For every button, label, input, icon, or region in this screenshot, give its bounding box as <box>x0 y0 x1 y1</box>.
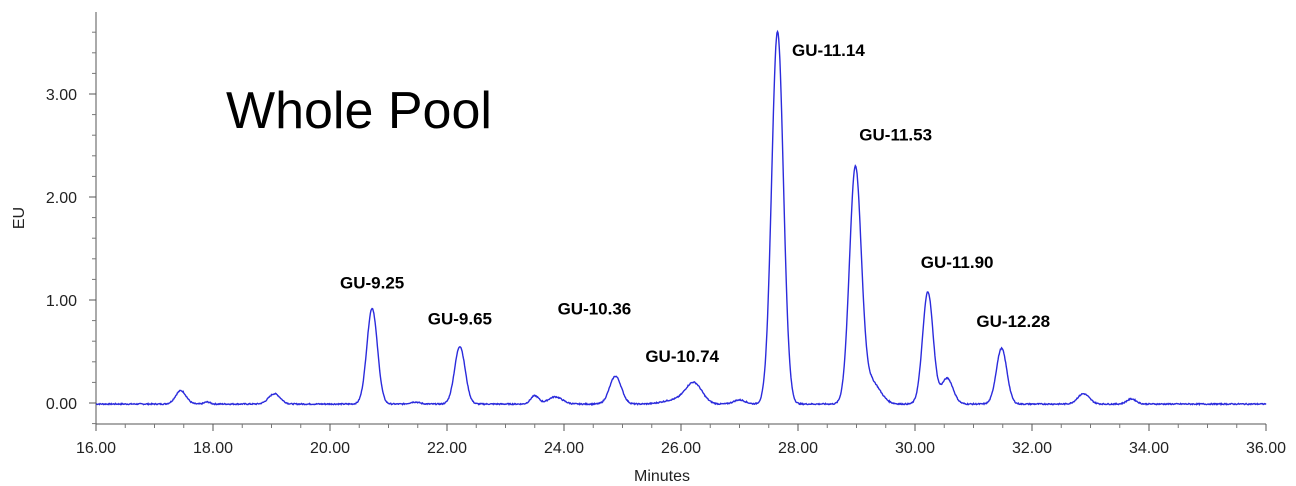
x-tick-label: 26.00 <box>661 440 701 457</box>
y-minor-ticks <box>92 31 96 425</box>
peak-label: GU-11.90 <box>921 253 994 272</box>
x-tick-label: 16.00 <box>76 440 116 457</box>
peak-label: GU-9.65 <box>428 310 492 329</box>
x-tick-label: 24.00 <box>544 440 584 457</box>
y-tick-label: 3.00 <box>46 87 77 104</box>
x-tick-label: 34.00 <box>1129 440 1169 457</box>
peak-label: GU-12.28 <box>976 312 1050 331</box>
axes: 16.00 18.00 20.00 22.00 24.00 26.00 28.00 30.00… <box>46 12 1286 457</box>
x-tick-label: 30.00 <box>895 440 935 457</box>
x-tick-label: 22.00 <box>427 440 467 457</box>
peak-label: GU-11.53 <box>859 125 932 144</box>
x-tick-label: 20.00 <box>310 440 350 457</box>
peak-label: GU-9.25 <box>340 274 404 293</box>
y-tick-label: 1.00 <box>46 293 77 310</box>
y-tick-labels: 0.00 1.00 2.00 3.00 <box>46 87 96 413</box>
peak-label: GU-10.74 <box>645 347 719 366</box>
x-tick-label: 28.00 <box>778 440 818 457</box>
x-tick-label: 18.00 <box>193 440 233 457</box>
y-tick-label: 0.00 <box>46 396 77 413</box>
peak-label: GU-10.36 <box>558 299 632 318</box>
y-tick-label: 2.00 <box>46 190 77 207</box>
x-tick-label: 36.00 <box>1246 440 1286 457</box>
peak-annotations: GU-9.25 GU-9.65 GU-10.36 GU-10.74 GU-11.14 GU… <box>340 41 1050 366</box>
x-tick-labels: 16.00 18.00 20.00 22.00 24.00 26.00 28.00 30.00… <box>76 424 1286 457</box>
x-axis-label: Minutes <box>634 468 690 485</box>
series-line <box>95 29 1267 407</box>
y-axis-label: EU <box>11 207 28 229</box>
peak-label: GU-11.14 <box>792 41 865 60</box>
x-tick-label: 32.00 <box>1012 440 1052 457</box>
chart-title: Whole Pool <box>226 82 492 140</box>
